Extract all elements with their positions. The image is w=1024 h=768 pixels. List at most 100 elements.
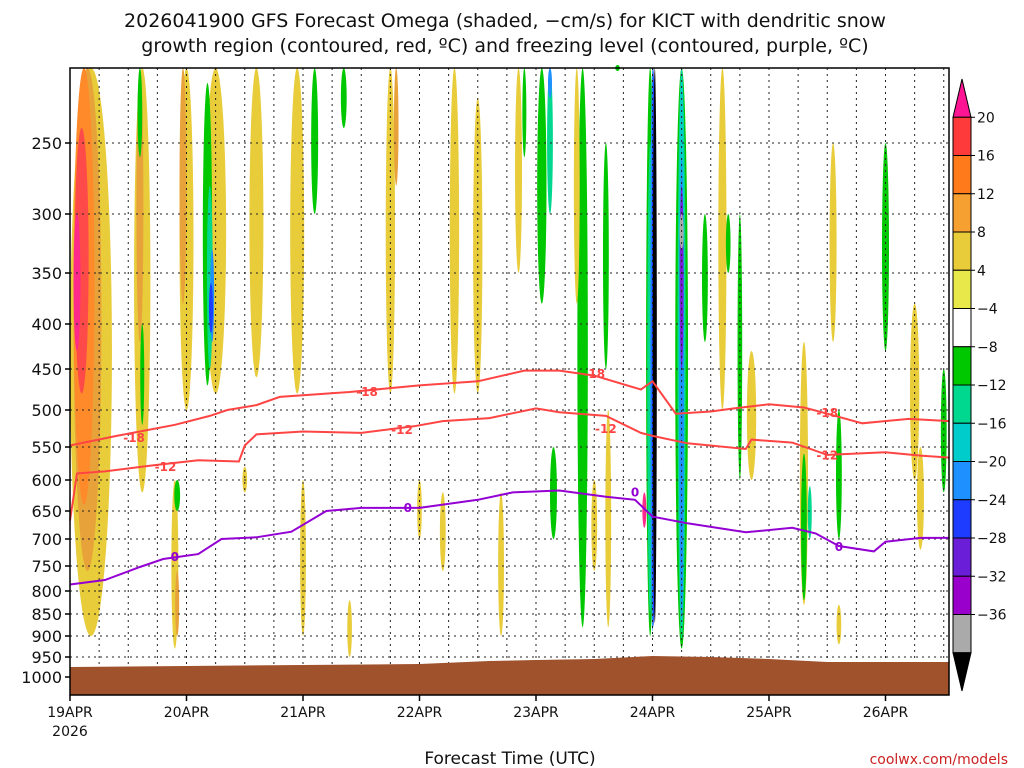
colorbar-swatch bbox=[952, 499, 972, 539]
omega-cell bbox=[340, 68, 347, 128]
colorbar-label: 12 bbox=[977, 187, 995, 203]
y-tick-label: 550 bbox=[31, 438, 62, 457]
omega-cell bbox=[179, 68, 187, 304]
y-tick-label: 950 bbox=[31, 648, 62, 667]
chart-title-line1: 2026041900 GFS Forecast Omega (shaded, −… bbox=[124, 10, 886, 32]
x-tick-label: 24APR bbox=[630, 705, 676, 721]
y-tick-label: 400 bbox=[31, 315, 62, 334]
omega-cell bbox=[208, 283, 213, 333]
x-axis-title: Forecast Time (UTC) bbox=[424, 749, 595, 768]
omega-cell bbox=[882, 143, 889, 351]
contour-minus18-label: -18 bbox=[816, 406, 838, 420]
omega-cell bbox=[515, 68, 523, 273]
omega-cell bbox=[702, 214, 708, 342]
y-tick-label: 450 bbox=[31, 360, 62, 379]
omega-cell bbox=[718, 68, 727, 410]
contour-freezing-level-label: 0 bbox=[404, 501, 412, 515]
omega-cell bbox=[311, 68, 319, 214]
colorbar-swatch bbox=[952, 116, 972, 156]
omega-cell bbox=[916, 447, 924, 550]
colorbar-swatch bbox=[952, 537, 972, 577]
plot-frame bbox=[69, 67, 950, 696]
omega-cell bbox=[573, 68, 580, 304]
omega-shading bbox=[70, 65, 947, 657]
surface-ground-fill bbox=[70, 656, 950, 695]
colorbar-label: 8 bbox=[977, 225, 986, 241]
omega-cell bbox=[249, 68, 264, 378]
omega-cell bbox=[835, 410, 842, 539]
colorbar-label: −12 bbox=[977, 378, 1007, 394]
colorbar-bottom-arrow bbox=[952, 652, 972, 692]
contour-freezing-level-label: 0 bbox=[631, 485, 639, 499]
omega-cell bbox=[522, 68, 527, 158]
x-axis: 19APR 2026 20APR 21APR 22APR 23APR 24APR 25APR 2… bbox=[47, 695, 909, 740]
omega-cell bbox=[746, 351, 757, 480]
omega-cell bbox=[829, 143, 837, 342]
colorbar-swatch bbox=[952, 461, 972, 501]
omega-cell bbox=[725, 214, 731, 273]
colorbar-swatch bbox=[952, 575, 972, 615]
omega-cell bbox=[836, 604, 842, 645]
y-tick-label: 900 bbox=[31, 627, 62, 646]
omega-cell bbox=[909, 303, 920, 480]
y-tick-label: 300 bbox=[31, 205, 62, 224]
contour-minus12-label: -12 bbox=[155, 460, 177, 474]
colorbar-swatch bbox=[952, 269, 972, 309]
colorbar-label: −36 bbox=[977, 608, 1007, 624]
omega-cell bbox=[547, 68, 553, 214]
colorbar-swatch bbox=[952, 422, 972, 462]
y-tick-label: 1000 bbox=[21, 668, 62, 687]
colorbar-swatch bbox=[952, 346, 972, 386]
contour-minus12-label: -12 bbox=[595, 422, 617, 436]
grid-lines bbox=[70, 68, 949, 695]
colorbar-label: −28 bbox=[977, 531, 1007, 547]
omega-cell bbox=[347, 600, 352, 657]
x-tick-label: 26APR bbox=[863, 705, 909, 721]
colorbar: 20 16 12 8 4 −4 −8 −12 −16 −20 −24 −28 −32 −36 bbox=[952, 78, 1007, 692]
contour-minus18-label: -18 bbox=[583, 367, 605, 381]
x-tick-sublabel: 2026 bbox=[52, 724, 88, 740]
y-tick-label: 650 bbox=[31, 502, 62, 521]
y-axis: 250 300 350 400 450 500 550 600 650 700 750 800 850 9… bbox=[21, 134, 70, 687]
omega-cell bbox=[940, 369, 947, 493]
chart-title-line2: growth region (contoured, red, ºC) and f… bbox=[141, 35, 868, 57]
contour-freezing-level-label: 0 bbox=[171, 550, 179, 564]
y-tick-label: 350 bbox=[31, 264, 62, 283]
contour-minus18-label: -18 bbox=[356, 385, 378, 399]
omega-cell bbox=[439, 492, 446, 571]
colorbar-top-arrow bbox=[952, 78, 972, 118]
x-tick-label: 19APR bbox=[47, 705, 93, 721]
omega-cell bbox=[300, 480, 306, 636]
contour-minus18-line bbox=[69, 369, 950, 447]
omega-cell bbox=[549, 447, 557, 539]
colorbar-swatch bbox=[952, 193, 972, 233]
colorbar-label: 16 bbox=[977, 149, 995, 165]
contour-minus12-label: -12 bbox=[816, 449, 838, 463]
credit-text: coolwx.com/models bbox=[870, 752, 1008, 768]
colorbar-label: −20 bbox=[977, 455, 1007, 471]
colorbar-swatch bbox=[952, 155, 972, 195]
colorbar-label: −8 bbox=[977, 340, 998, 356]
contour-minus12-label: -12 bbox=[391, 423, 413, 437]
colorbar-swatch bbox=[952, 231, 972, 271]
y-tick-label: 250 bbox=[31, 134, 62, 153]
contour-minus18-label: -18 bbox=[123, 431, 145, 445]
omega-cell bbox=[547, 68, 552, 98]
omega-cell bbox=[577, 68, 588, 628]
contour-minus12-line bbox=[69, 407, 950, 521]
colorbar-label: −24 bbox=[977, 493, 1007, 509]
contour-lines: -18 -18 -18 -18 -12 -12 -12 -12 0 0 0 0 bbox=[69, 367, 950, 586]
y-tick-label: 700 bbox=[31, 530, 62, 549]
x-tick-label: 20APR bbox=[164, 705, 210, 721]
omega-cell bbox=[652, 68, 657, 623]
x-tick-label: 21APR bbox=[280, 705, 326, 721]
omega-cell bbox=[393, 68, 399, 186]
colorbar-label: −32 bbox=[977, 569, 1007, 585]
colorbar-label: 20 bbox=[977, 110, 995, 126]
colorbar-label: 4 bbox=[977, 263, 986, 279]
contour-freezing-level-label: 0 bbox=[835, 540, 843, 554]
omega-cell bbox=[801, 453, 807, 601]
omega-cell bbox=[498, 492, 504, 636]
x-tick-label: 25APR bbox=[746, 705, 792, 721]
